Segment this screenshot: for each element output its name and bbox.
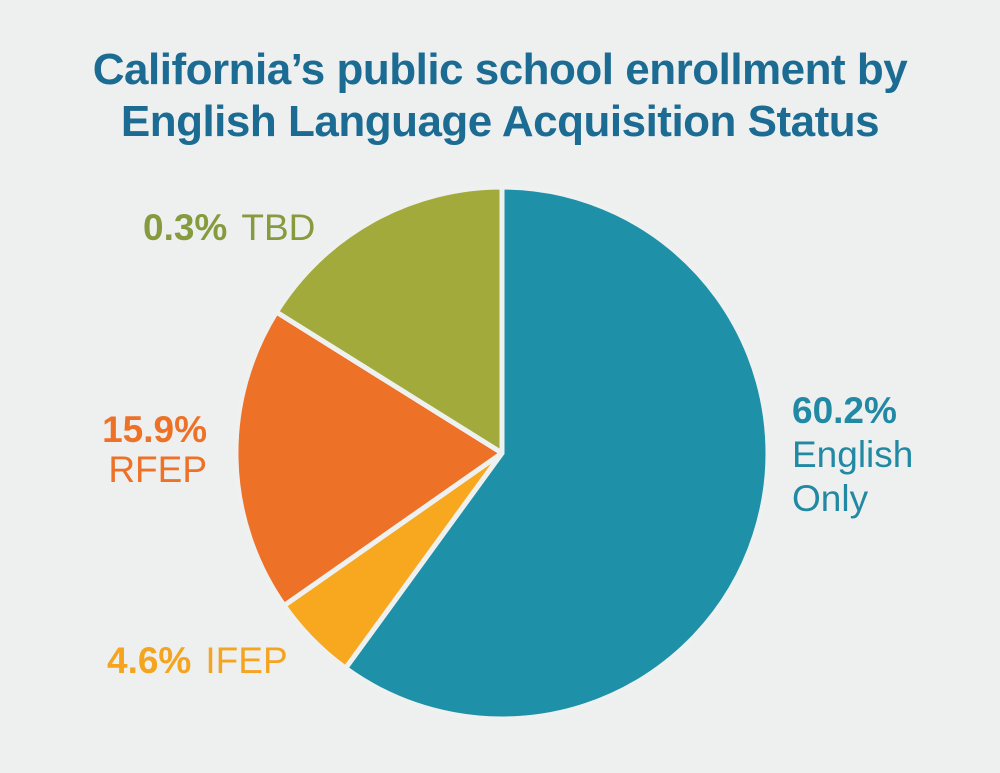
label-ifep: 4.6% IFEP bbox=[107, 640, 288, 681]
label-rfep: 15.9% RFEP bbox=[102, 410, 207, 490]
label-english-only-name-line-2: Only bbox=[792, 478, 869, 519]
label-ifep-name: IFEP bbox=[205, 640, 288, 681]
chart-title: California’s public school enrollment by… bbox=[0, 44, 1000, 148]
label-tbd-name: TBD bbox=[241, 207, 316, 248]
label-rfep-name: RFEP bbox=[108, 449, 207, 490]
label-tbd-percent: 0.3% bbox=[143, 207, 228, 248]
label-english-only-name-line-1: English bbox=[792, 434, 914, 475]
label-ifep-percent: 4.6% bbox=[107, 640, 192, 681]
pie-slice-tbd bbox=[273, 184, 505, 456]
chart-title-line-1: California’s public school enrollment by bbox=[92, 45, 908, 94]
label-tbd: 0.3% TBD bbox=[143, 207, 316, 248]
label-rfep-percent: 15.9% bbox=[102, 409, 207, 450]
chart-title-line-2: English Language Acquisition Status bbox=[120, 97, 880, 146]
pie-slice-rfep bbox=[233, 309, 505, 609]
label-english-only-percent: 60.2% bbox=[792, 390, 897, 431]
pie-slice-english-only bbox=[343, 184, 771, 722]
label-english-only: 60.2% English Only bbox=[792, 389, 913, 521]
